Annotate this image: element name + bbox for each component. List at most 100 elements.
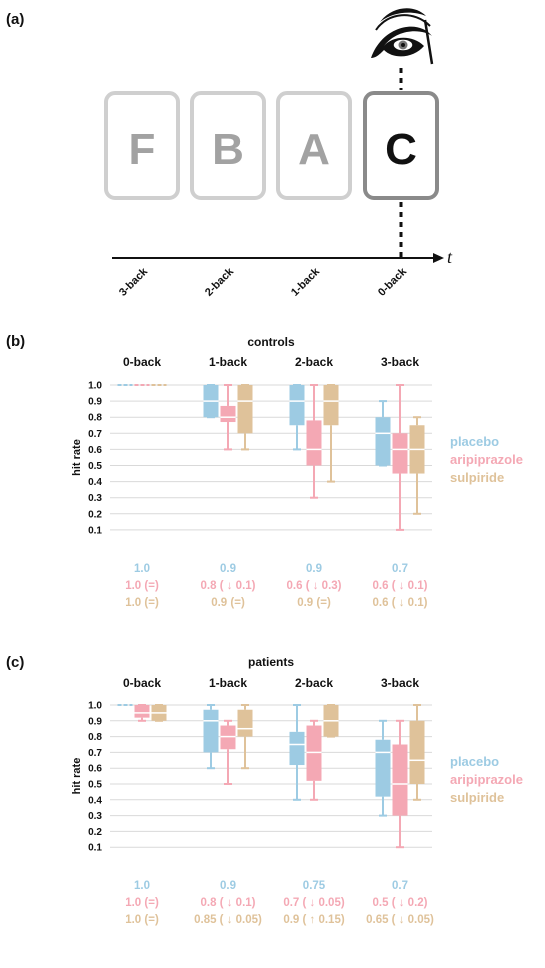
box-placebo-2-back — [289, 704, 305, 801]
box-aripiprazole-1-back — [220, 384, 236, 451]
box-aripiprazole-3-back — [392, 719, 408, 849]
summary-placebo-3-back: 0.7 — [392, 563, 408, 575]
box-body — [220, 405, 236, 423]
y-tick-label: 0.5 — [88, 461, 102, 472]
y-axis-label: hit rate — [71, 758, 83, 795]
box-body — [323, 385, 339, 426]
box-body — [289, 731, 305, 766]
panel-label-b: (b) — [6, 333, 25, 350]
summary-placebo-1-back: 0.9 — [220, 880, 236, 892]
box-aripiprazole-2-back — [306, 719, 322, 801]
card-b-frame — [190, 91, 266, 200]
box-sulpiride-1-back — [237, 384, 253, 451]
card-c-frame — [363, 91, 439, 200]
condition-label-0-back: 0-back — [123, 355, 161, 369]
y-tick-label: 0.8 — [88, 732, 102, 743]
box-aripiprazole-1-back — [220, 719, 236, 785]
box-body — [375, 739, 391, 797]
y-tick-label: 0.1 — [88, 525, 102, 536]
card-f: F — [104, 91, 180, 200]
y-tick-label: 0.2 — [88, 827, 102, 838]
summary-aripiprazole-1-back: 0.8 ( ↓ 0.1) — [201, 897, 256, 909]
card-c-letter: C — [385, 125, 417, 174]
legend-placebo: placebo — [450, 754, 499, 769]
box-placebo-1-back — [203, 704, 219, 770]
box-placebo-2-back — [289, 384, 305, 451]
box-body — [375, 417, 391, 466]
axis-label-1-back: 1-back — [289, 265, 323, 299]
axis-label-2-back: 2-back — [203, 265, 237, 299]
box-body — [289, 385, 305, 426]
summary-placebo-0-back: 1.0 — [134, 563, 150, 575]
condition-label-0-back: 0-back — [123, 676, 161, 690]
box-body — [409, 720, 425, 784]
summary-sulpiride-3-back: 0.6 ( ↓ 0.1) — [373, 597, 428, 609]
box-placebo-3-back — [375, 719, 391, 817]
box-body — [237, 709, 253, 737]
box-sulpiride-3-back — [409, 704, 425, 801]
panel-label-c: (c) — [6, 654, 24, 671]
card-f-frame — [104, 91, 180, 200]
card-a-letter: A — [298, 125, 330, 174]
y-tick-label: 0.4 — [88, 477, 102, 488]
summary-aripiprazole-2-back: 0.7 ( ↓ 0.05) — [283, 897, 345, 909]
panel-label-a: (a) — [6, 11, 24, 28]
box-body — [220, 725, 236, 750]
card-a: A — [276, 91, 352, 200]
summary-sulpiride-1-back: 0.85 ( ↓ 0.05) — [194, 914, 262, 926]
y-tick-label: 0.1 — [88, 843, 102, 854]
card-a-frame — [276, 91, 352, 200]
box-sulpiride-1-back — [237, 704, 253, 770]
summary-sulpiride-0-back: 1.0 (=) — [125, 597, 159, 609]
summary-aripiprazole-1-back: 0.8 ( ↓ 0.1) — [201, 580, 256, 592]
axis-label-0-back: 0-back — [376, 265, 410, 299]
legend-sulpiride: sulpiride — [450, 470, 504, 485]
summary-placebo-2-back: 0.9 — [306, 563, 322, 575]
legend-sulpiride: sulpiride — [450, 790, 504, 805]
summary-placebo-2-back: 0.75 — [303, 880, 326, 892]
summary-sulpiride-3-back: 0.65 ( ↓ 0.05) — [366, 914, 434, 926]
summary-placebo-0-back: 1.0 — [134, 880, 150, 892]
y-tick-label: 0.5 — [88, 780, 102, 791]
condition-label-2-back: 2-back — [295, 355, 333, 369]
box-placebo-3-back — [375, 400, 391, 467]
y-tick-label: 0.6 — [88, 445, 102, 456]
summary-aripiprazole-3-back: 0.6 ( ↓ 0.1) — [373, 580, 428, 592]
y-tick-label: 1.0 — [88, 701, 102, 712]
y-tick-label: 0.8 — [88, 413, 102, 424]
legend-aripiprazole: aripiprazole — [450, 772, 523, 787]
y-tick-label: 0.2 — [88, 509, 102, 520]
y-tick-label: 0.4 — [88, 795, 102, 806]
summary-sulpiride-2-back: 0.9 (=) — [297, 597, 331, 609]
y-tick-label: 0.7 — [88, 429, 102, 440]
box-body — [392, 433, 408, 474]
y-tick-label: 0.7 — [88, 748, 102, 759]
box-body — [306, 725, 322, 781]
condition-label-3-back: 3-back — [381, 676, 419, 690]
condition-label-1-back: 1-back — [209, 676, 247, 690]
card-f-letter: F — [129, 125, 156, 174]
box-sulpiride-2-back — [323, 384, 339, 483]
time-axis-label: t — [447, 247, 453, 267]
box-sulpiride-0-back — [151, 704, 167, 722]
box-body — [134, 705, 150, 718]
summary-aripiprazole-0-back: 1.0 (=) — [125, 580, 159, 592]
box-aripiprazole-3-back — [392, 384, 408, 531]
summary-aripiprazole-0-back: 1.0 (=) — [125, 897, 159, 909]
y-tick-label: 0.9 — [88, 716, 102, 727]
box-body — [392, 744, 408, 816]
y-tick-label: 0.3 — [88, 811, 102, 822]
chart-title: patients — [248, 655, 294, 669]
time-axis-arrowhead — [433, 253, 444, 263]
box-aripiprazole-2-back — [306, 384, 322, 499]
y-tick-label: 0.3 — [88, 493, 102, 504]
box-body — [203, 709, 219, 753]
summary-placebo-1-back: 0.9 — [220, 563, 236, 575]
y-tick-label: 0.6 — [88, 764, 102, 775]
card-b: B — [190, 91, 266, 200]
condition-label-2-back: 2-back — [295, 676, 333, 690]
summary-aripiprazole-2-back: 0.6 ( ↓ 0.3) — [287, 580, 342, 592]
card-b-letter: B — [212, 125, 244, 174]
legend-aripiprazole: aripiprazole — [450, 452, 523, 467]
